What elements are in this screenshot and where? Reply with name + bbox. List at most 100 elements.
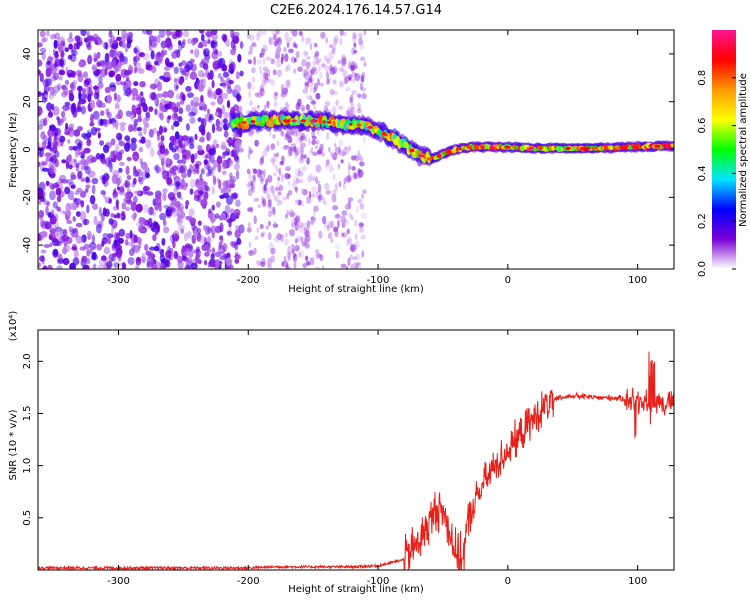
spectrogram-cell bbox=[150, 65, 157, 74]
spectrogram-cell bbox=[203, 190, 209, 201]
spectrogram-cell bbox=[138, 68, 145, 75]
spectrogram-cell bbox=[357, 94, 362, 99]
spectrogram-cell bbox=[248, 90, 251, 99]
spectrogram-cell bbox=[356, 123, 362, 127]
spectrogram-cell bbox=[165, 57, 170, 67]
spectrogram-cell bbox=[267, 264, 272, 269]
spectrogram-cell bbox=[152, 234, 157, 242]
spectrogram-cell bbox=[316, 180, 321, 185]
colorbar-gradient bbox=[712, 30, 736, 269]
x-tick-label: -200 bbox=[237, 576, 260, 587]
spectrogram-cell bbox=[325, 37, 329, 44]
spectrogram-cell bbox=[43, 36, 48, 43]
spectrogram-cell bbox=[67, 54, 73, 60]
spectrogram-cell bbox=[128, 124, 133, 133]
spectrogram-cell bbox=[281, 88, 287, 95]
spectrogram-cell bbox=[132, 151, 140, 162]
spectrogram-cell bbox=[334, 213, 341, 219]
spectrogram-cell bbox=[356, 108, 362, 114]
spectrogram-cell bbox=[190, 178, 197, 188]
spectrogram-cell bbox=[84, 165, 91, 175]
spectrogram-cell bbox=[248, 149, 254, 154]
spectrogram-cell bbox=[145, 250, 151, 256]
spectrogram-cell bbox=[202, 39, 208, 47]
spectrogram-cell bbox=[218, 241, 223, 249]
spectrogram-cell bbox=[261, 30, 267, 36]
spectrogram-cell bbox=[260, 233, 265, 238]
spectrogram-cell bbox=[188, 208, 195, 217]
spectrogram-cell bbox=[111, 225, 115, 234]
spectrogram-cell bbox=[100, 212, 105, 222]
spectrogram-cell bbox=[236, 169, 240, 180]
spectrogram-cell bbox=[163, 66, 171, 71]
spectrogram-cell bbox=[45, 114, 50, 123]
spectrogram-cell bbox=[196, 179, 204, 190]
spectrogram-cell bbox=[318, 230, 323, 239]
spectrogram-cell bbox=[178, 62, 183, 67]
spectrogram-cell bbox=[565, 146, 571, 150]
spectrogram-cell bbox=[266, 193, 271, 200]
spectrogram-cell bbox=[256, 115, 262, 122]
spectrogram-cell bbox=[246, 34, 251, 39]
spectrogram-cell bbox=[86, 248, 91, 257]
spectrogram-cell bbox=[110, 138, 116, 146]
spectrogram-cell bbox=[296, 235, 302, 243]
spectrogram-cell bbox=[156, 35, 161, 43]
spectrogram-cell bbox=[358, 37, 363, 46]
spectrogram-cell bbox=[263, 77, 270, 84]
spectrogram-cell bbox=[86, 30, 90, 37]
spectrogram-cell bbox=[132, 244, 141, 253]
spectrogram-cell bbox=[264, 146, 270, 152]
spectrogram-cell bbox=[315, 190, 322, 199]
spectrogram-cell bbox=[302, 189, 308, 196]
spectrogram-cell bbox=[213, 90, 217, 100]
spectrogram-cell bbox=[269, 36, 275, 46]
spectrogram-cell bbox=[300, 119, 306, 123]
spectrogram-cell bbox=[67, 37, 74, 43]
spectrogram-cell bbox=[67, 190, 75, 201]
spectrogram-cell bbox=[438, 153, 442, 158]
spectrogram-cell bbox=[253, 174, 256, 182]
spectrogram-cell bbox=[355, 262, 361, 269]
spectrogram-cell bbox=[40, 249, 47, 254]
spectrogram-cell bbox=[223, 130, 229, 138]
spectrogram-cell bbox=[155, 93, 164, 98]
spectrogram-cell bbox=[261, 198, 267, 208]
spectrogram-cell bbox=[295, 136, 300, 144]
spectrogram-cell bbox=[192, 96, 200, 103]
spectrogram-cell bbox=[72, 145, 78, 151]
spectrogram-cell bbox=[317, 183, 322, 193]
spectrogram-cell bbox=[270, 58, 275, 65]
spectrogram-cell bbox=[305, 104, 310, 111]
spectrogram-cell bbox=[260, 155, 265, 165]
spectrogram-cell bbox=[274, 195, 279, 202]
spectrogram-cell bbox=[330, 238, 334, 243]
spectrogram-cell bbox=[183, 251, 189, 257]
spectrogram-cell bbox=[295, 130, 301, 137]
spectrogram-cell bbox=[284, 132, 290, 138]
snr-frame bbox=[37, 329, 675, 571]
spectrogram-cell bbox=[138, 146, 144, 153]
spectrogram-cell bbox=[113, 92, 117, 101]
spectrogram-cell bbox=[89, 241, 97, 251]
spectrogram-cell bbox=[329, 220, 334, 229]
spectrogram-cell bbox=[381, 132, 387, 136]
spectrogram-cell bbox=[126, 156, 132, 162]
spectrogram-cell bbox=[198, 41, 203, 48]
spectrogram-cell bbox=[266, 203, 272, 209]
spectrogram-cell bbox=[254, 92, 260, 98]
spectrogram-x-ticks: -300 -200 -100 0 100 bbox=[107, 30, 647, 286]
spectrogram-cell bbox=[367, 125, 373, 129]
spectrogram-cell bbox=[670, 143, 674, 148]
spectrogram-cell bbox=[89, 121, 95, 127]
spectrogram-cell bbox=[301, 165, 308, 172]
spectrogram-cell bbox=[113, 214, 117, 219]
spectrogram-cell bbox=[293, 68, 297, 74]
spectrogram-cell bbox=[57, 36, 66, 45]
spectrogram-cell bbox=[325, 159, 330, 166]
spectrogram-cell bbox=[93, 85, 99, 90]
spectrogram-cell bbox=[169, 196, 177, 202]
spectrogram-cell bbox=[129, 110, 135, 116]
spectrogram-cell bbox=[207, 36, 211, 44]
spectrogram-cell bbox=[69, 32, 73, 39]
